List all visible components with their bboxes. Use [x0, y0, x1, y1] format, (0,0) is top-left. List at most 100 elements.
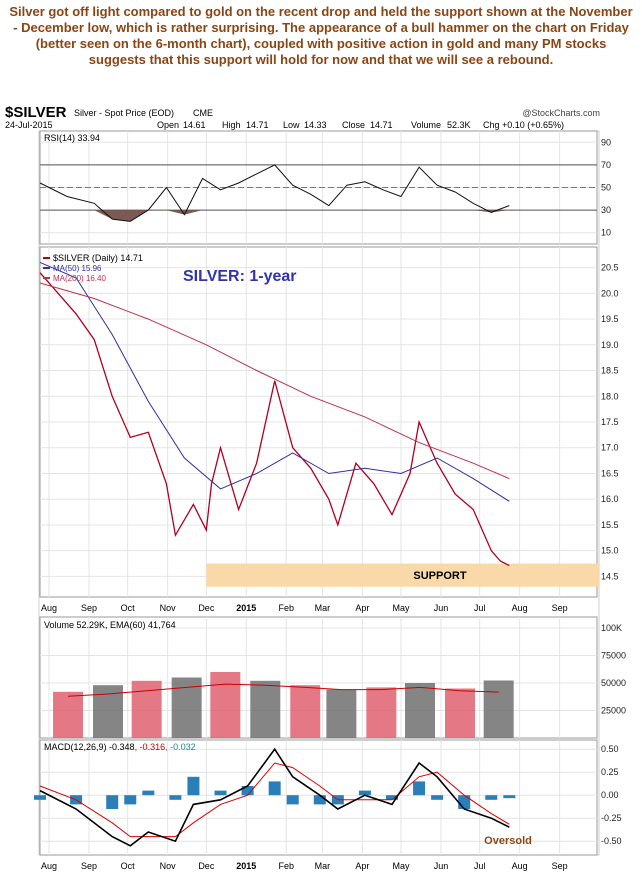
y-tick-label: 17.5 — [601, 417, 619, 427]
x-tick-label: Oct — [121, 603, 136, 613]
x-tick-label: 2015 — [236, 861, 256, 871]
x-tick-label: May — [393, 603, 411, 613]
support-label: SUPPORT — [413, 570, 466, 582]
close-value: 14.71 — [370, 120, 393, 130]
x-tick-label: Aug — [512, 603, 528, 613]
support-band — [206, 563, 599, 587]
macd-histogram-bar — [431, 795, 444, 800]
macd-histogram-bar — [241, 786, 254, 796]
macd-label-part: , -0.316 — [135, 742, 166, 752]
close-label: Close — [342, 120, 365, 130]
x-tick-label: Apr — [355, 861, 369, 871]
x-tick-label: Aug — [41, 603, 57, 613]
rsi-oversold-fill — [40, 210, 510, 222]
x-tick-label: Aug — [41, 861, 57, 871]
y-tick-label: 100K — [601, 623, 622, 633]
y-tick-label: 18.0 — [601, 391, 619, 401]
high-label: High — [222, 120, 241, 130]
macd-x-axis: Aug Sep Oct Nov Dec 2015 Feb Mar Apr May Jun Jul Aug… — [41, 861, 568, 871]
macd-histogram-bar — [106, 795, 119, 809]
volume-bar — [250, 680, 281, 738]
rsi-label: RSI(14) 33.94 — [44, 133, 100, 143]
y-tick-label: 75000 — [601, 651, 626, 661]
low-value: 14.33 — [304, 120, 327, 130]
price-legend: $SILVER (Daily) 14.71 — [53, 253, 143, 263]
macd-histogram-bar — [268, 781, 281, 796]
x-tick-label: Sep — [552, 603, 568, 613]
open-label: Open — [157, 120, 179, 130]
x-tick-label: Jun — [434, 861, 449, 871]
x-tick-label: Jul — [474, 861, 486, 871]
y-tick-label: 19.0 — [601, 340, 619, 350]
x-tick-label: Apr — [355, 603, 369, 613]
x-tick-label: Feb — [279, 603, 295, 613]
x-tick-label: Oct — [121, 861, 136, 871]
x-tick-label: 2015 — [236, 603, 256, 613]
ma200-legend: MA(200) 16.40 — [53, 274, 106, 283]
low-label: Low — [283, 120, 300, 130]
oversold-label: Oversold — [484, 835, 532, 847]
macd-label: MACD(12,26,9) -0.348, -0.316, -0.032 — [44, 742, 196, 752]
volume-bar — [366, 687, 397, 738]
ma200-line — [39, 282, 510, 480]
y-tick-label: 16.0 — [601, 494, 619, 504]
chg-value: +0.10 (+0.65%) — [502, 120, 564, 130]
y-tick-label: 20.0 — [601, 288, 619, 298]
brand-label: @StockCharts.com — [522, 108, 600, 118]
x-tick-label: May — [393, 861, 411, 871]
macd-histogram-bar — [358, 790, 371, 796]
y-tick-label: 20.5 — [601, 263, 619, 273]
macd-histogram-bar — [503, 795, 516, 799]
y-tick-label: 16.5 — [601, 468, 619, 478]
macd-histogram-bar — [286, 795, 299, 805]
x-tick-label: Mar — [315, 861, 331, 871]
macd-histogram-bar — [413, 781, 426, 796]
x-tick-label: Nov — [160, 861, 177, 871]
chg-label: Chg — [483, 120, 500, 130]
x-tick-label: Sep — [552, 861, 568, 871]
price-line — [39, 272, 510, 567]
y-tick-label: 50000 — [601, 678, 626, 688]
x-tick-label: Feb — [279, 861, 295, 871]
y-tick-label: 90 — [601, 137, 611, 147]
y-tick-label: 25000 — [601, 706, 626, 716]
volume-bar — [326, 689, 357, 738]
macd-label-part: MACD(12,26,9) — [44, 742, 107, 752]
price-panel: 20.5 20.0 19.5 19.0 18.5 18.0 17.5 17.0 16.5 16.0… — [39, 246, 619, 598]
volume-bar — [53, 691, 84, 738]
volume-panel: 100K 75000 50000 25000 Volume 52.29K, EMA(60… — [39, 616, 626, 739]
exchange-label: CME — [193, 108, 213, 118]
open-value: 14.61 — [183, 120, 206, 130]
ma50-line — [39, 261, 510, 502]
volume-bar — [210, 672, 241, 738]
x-tick-label: Dec — [198, 603, 215, 613]
price-chart-title: SILVER: 1-year — [183, 268, 297, 285]
x-tick-label: Nov — [160, 603, 177, 613]
x-tick-label: Sep — [81, 603, 97, 613]
volume-bar — [483, 680, 514, 738]
macd-histogram-bar — [187, 776, 200, 796]
macd-histogram-bar — [142, 790, 155, 796]
date-label: 24-Jul-2015 — [5, 120, 53, 130]
y-tick-label: 30 — [601, 205, 611, 215]
macd-label-part: , -0.032 — [165, 742, 196, 752]
symbol-description: Silver - Spot Price (EOD) — [74, 108, 174, 118]
y-tick-label: -0.50 — [601, 836, 622, 846]
high-value: 14.71 — [246, 120, 269, 130]
macd-histogram-bar — [385, 795, 398, 800]
y-tick-label: 0.50 — [601, 744, 619, 754]
y-tick-label: 19.5 — [601, 314, 619, 324]
rsi-line — [39, 164, 510, 222]
commentary-text: Silver got off light compared to gold on… — [9, 4, 633, 67]
volume-ema-line — [67, 683, 499, 697]
y-tick-label: 14.5 — [601, 571, 619, 581]
macd-histogram-bar — [458, 795, 471, 809]
y-tick-label: 0.25 — [601, 767, 619, 777]
x-tick-label: Dec — [198, 861, 215, 871]
volume-label: Volume 52.29K, EMA(60) 41,764 — [44, 620, 176, 630]
macd-signal-line — [39, 762, 510, 838]
x-tick-label: Aug — [512, 861, 528, 871]
y-tick-label: 10 — [601, 228, 611, 238]
rsi-panel: 90 70 50 30 10 RSI(14) 33.94 — [39, 130, 611, 245]
